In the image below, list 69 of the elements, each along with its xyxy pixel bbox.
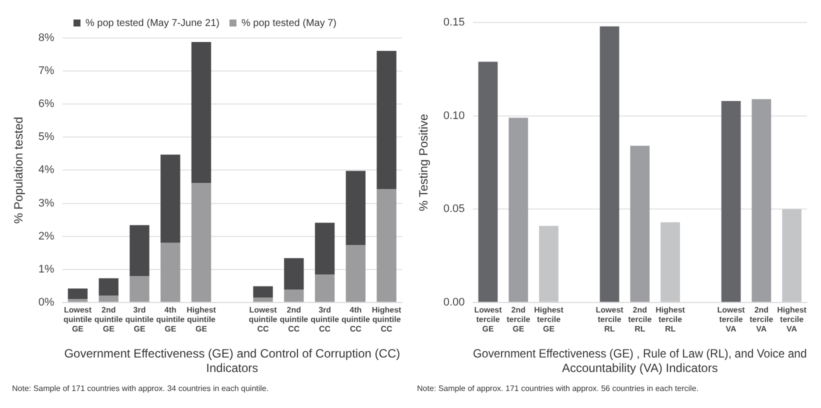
y-tick-label: 0.10	[443, 110, 465, 122]
x-tick-label: Lowest tercile GE	[474, 305, 502, 334]
x-tick-label: Highest quintile CC	[372, 305, 402, 334]
bar	[191, 42, 212, 184]
bar	[284, 258, 304, 290]
bar	[160, 242, 180, 302]
bar	[376, 189, 396, 302]
bar	[721, 100, 741, 302]
y-tick-label: 3%	[38, 197, 55, 210]
bar	[782, 209, 802, 302]
x-tick-label: 2nd tercile RL	[628, 305, 652, 334]
bar	[600, 26, 620, 302]
bar	[376, 50, 396, 190]
x-tick-label: 3rd quintile CC	[310, 305, 340, 334]
x-axis-title: Government Effectiveness (GE) , Rule of Law (RL), and Voice and Accountability (VA) Indicators	[473, 347, 807, 376]
x-tick-label: Highest quintile GE	[186, 305, 216, 334]
x-tick-label: 4th quintile GE	[156, 305, 186, 334]
bar	[346, 170, 366, 246]
bar	[130, 225, 150, 276]
text: Note: Sample of approx. 171 countries with approx. 56 countries in each tercile.	[417, 384, 700, 393]
x-tick-label: Lowest quintile GE	[64, 305, 93, 334]
y-tick-label: 2%	[38, 230, 55, 242]
bar	[752, 99, 772, 302]
y-axis-title: % Testing Positive	[416, 114, 431, 212]
y-tick-label: 1%	[38, 263, 55, 276]
bar	[191, 183, 212, 302]
y-tick-label: 7%	[38, 65, 55, 78]
y-tick-label: 0.00	[443, 296, 465, 308]
bar	[98, 278, 118, 296]
x-axis-title: Government Effectiveness (GE) and Control of Corruption (CC) Indicators	[64, 346, 400, 376]
x-tick-label: 4th quintile CC	[341, 305, 370, 334]
x-tick-label: 2nd tercile GE	[506, 305, 531, 334]
bar	[314, 274, 335, 302]
bar	[284, 290, 304, 302]
x-tick-label: Highest tercile VA	[777, 305, 807, 334]
bar	[314, 222, 335, 275]
x-tick-label: 2nd quintile GE	[94, 305, 124, 334]
y-tick-label: 8%	[38, 32, 55, 44]
x-tick-label: Lowest tercile VA	[717, 305, 746, 334]
x-tick-label: 2nd tercile VA	[750, 305, 774, 334]
x-tick-label: 3rd quintile GE	[125, 305, 154, 334]
bar	[160, 154, 180, 243]
x-tick-label: Lowest tercile RL	[596, 305, 624, 334]
x-tick-label: Highest tercile RL	[656, 305, 686, 334]
y-tick-label: 6%	[38, 98, 55, 110]
y-tick-label: 5%	[38, 131, 55, 144]
bar	[253, 286, 273, 298]
legend-label: % pop tested (May 7-June 21)	[86, 18, 220, 29]
text: Note: Sample of 171 countries with approx. 34 countries in each quintile.	[12, 384, 270, 393]
bar	[478, 62, 498, 302]
legend-label: % pop tested (May 7)	[241, 18, 337, 29]
bar	[539, 226, 558, 302]
x-tick-label: Lowest quintile CC	[248, 305, 278, 334]
bar	[508, 118, 528, 302]
bar	[660, 222, 680, 302]
bar	[98, 295, 118, 302]
y-tick-label: 4%	[38, 164, 55, 176]
bar	[68, 288, 88, 300]
bar	[253, 298, 273, 302]
bar	[130, 276, 150, 302]
bar	[346, 245, 366, 302]
y-tick-label: 0%	[38, 296, 55, 308]
x-tick-label: Highest tercile GE	[534, 305, 564, 334]
y-axis-title: % Population tested	[12, 116, 26, 224]
bar	[630, 146, 650, 302]
y-tick-label: 0.15	[443, 16, 465, 29]
bar	[68, 299, 88, 302]
y-tick-label: 0.05	[443, 203, 465, 216]
x-tick-label: 2nd quintile CC	[280, 305, 309, 334]
